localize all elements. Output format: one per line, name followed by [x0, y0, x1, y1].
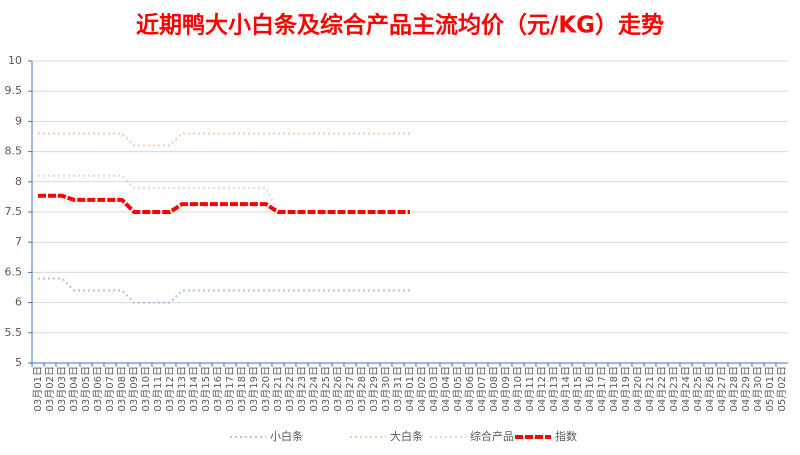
x-tick-label: 04月01日 — [404, 366, 416, 411]
x-tick-label: 03月29日 — [368, 366, 380, 411]
x-tick-label: 03月11日 — [152, 366, 164, 411]
x-tick-label: 04月29日 — [740, 366, 752, 411]
x-tick-label: 04月19日 — [620, 366, 632, 411]
x-tick-label: 03月24日 — [308, 366, 320, 411]
x-tick-label: 03月06日 — [92, 366, 104, 411]
series-line — [38, 174, 410, 213]
x-tick-label: 04月17日 — [596, 366, 608, 411]
legend-label: 小白条 — [270, 429, 303, 443]
x-tick-label: 04月07日 — [476, 366, 488, 411]
x-tick-label: 04月18日 — [608, 366, 620, 411]
x-tick-label: 04月10日 — [512, 366, 524, 411]
x-tick-label: 03月20日 — [260, 366, 272, 411]
x-tick-label: 03月10日 — [140, 366, 152, 411]
x-tick-label: 03月08日 — [116, 366, 128, 411]
x-tick-label: 04月11日 — [524, 366, 536, 411]
x-tick-label: 04月21日 — [644, 366, 656, 411]
y-tick-label: 9 — [15, 114, 22, 127]
x-tick-label: 04月20日 — [632, 366, 644, 411]
y-tick-label: 7.5 — [5, 205, 23, 218]
x-tick-label: 04月25日 — [692, 366, 704, 411]
x-tick-label: 03月30日 — [380, 366, 392, 411]
x-tick-label: 04月13日 — [548, 366, 560, 411]
x-tick-label: 04月09日 — [500, 366, 512, 411]
x-tick-label: 03月02日 — [44, 366, 56, 411]
x-tick-label: 03月18日 — [236, 366, 248, 411]
x-tick-label: 04月06日 — [464, 366, 476, 411]
x-tick-label: 04月27日 — [716, 366, 728, 411]
x-tick-label: 03月09日 — [128, 366, 140, 411]
x-tick-label: 03月23日 — [296, 366, 308, 411]
x-tick-label: 03月28日 — [356, 366, 368, 411]
y-tick-label: 9.5 — [5, 84, 23, 97]
series-line — [38, 132, 410, 147]
y-tick-label: 8 — [15, 175, 22, 188]
x-tick-label: 04月15日 — [572, 366, 584, 411]
x-tick-label: 03月01日 — [32, 366, 44, 411]
x-tick-label: 03月31日 — [392, 366, 404, 411]
x-tick-label: 04月04日 — [440, 366, 452, 411]
x-tick-label: 04月23日 — [668, 366, 680, 411]
x-tick-label: 04月16日 — [584, 366, 596, 411]
x-tick-label: 03月14日 — [188, 366, 200, 411]
x-tick-label: 05月02日 — [776, 366, 788, 411]
x-tick-label: 03月22日 — [284, 366, 296, 411]
x-tick-label: 03月19日 — [248, 366, 260, 411]
legend-label: 综合产品 — [470, 429, 514, 443]
x-tick-label: 04月24日 — [680, 366, 692, 411]
y-tick-label: 6.5 — [5, 265, 23, 278]
x-tick-label: 04月22日 — [656, 366, 668, 411]
x-tick-label: 04月30日 — [752, 366, 764, 411]
y-tick-label: 8.5 — [5, 145, 23, 158]
x-tick-label: 05月01日 — [764, 366, 776, 411]
y-tick-label: 5 — [15, 356, 22, 369]
series-line — [38, 277, 410, 304]
x-tick-label: 03月03日 — [56, 366, 68, 411]
legend-label: 指数 — [555, 429, 577, 443]
y-tick-label: 7 — [15, 235, 22, 248]
y-tick-label: 10 — [8, 54, 22, 67]
x-tick-label: 04月14日 — [560, 366, 572, 411]
x-tick-label: 03月16日 — [212, 366, 224, 411]
legend-label: 大白条 — [390, 429, 423, 443]
chart-title: 近期鸭大小白条及综合产品主流均价（元/KG）走势 — [136, 12, 664, 39]
x-tick-label: 03月26日 — [332, 366, 344, 411]
x-tick-label: 04月28日 — [728, 366, 740, 411]
x-tick-label: 03月27日 — [344, 366, 356, 411]
x-tick-label: 04月26日 — [704, 366, 716, 411]
x-tick-label: 04月02日 — [416, 366, 428, 411]
x-tick-label: 03月12日 — [164, 366, 176, 411]
x-tick-label: 03月25日 — [320, 366, 332, 411]
x-tick-label: 03月21日 — [272, 366, 284, 411]
x-tick-label: 03月04日 — [68, 366, 80, 411]
x-tick-label: 04月08日 — [488, 366, 500, 411]
x-tick-label: 03月05日 — [80, 366, 92, 411]
x-tick-label: 03月13日 — [176, 366, 188, 411]
x-tick-label: 04月05日 — [452, 366, 464, 411]
y-tick-label: 6 — [15, 296, 22, 309]
x-tick-label: 03月17日 — [224, 366, 236, 411]
series-line — [38, 193, 410, 214]
y-tick-label: 5.5 — [5, 326, 23, 339]
x-tick-label: 03月15日 — [200, 366, 212, 411]
x-tick-label: 04月12日 — [536, 366, 548, 411]
x-tick-label: 03月07日 — [104, 366, 116, 411]
x-tick-label: 04月03日 — [428, 366, 440, 411]
